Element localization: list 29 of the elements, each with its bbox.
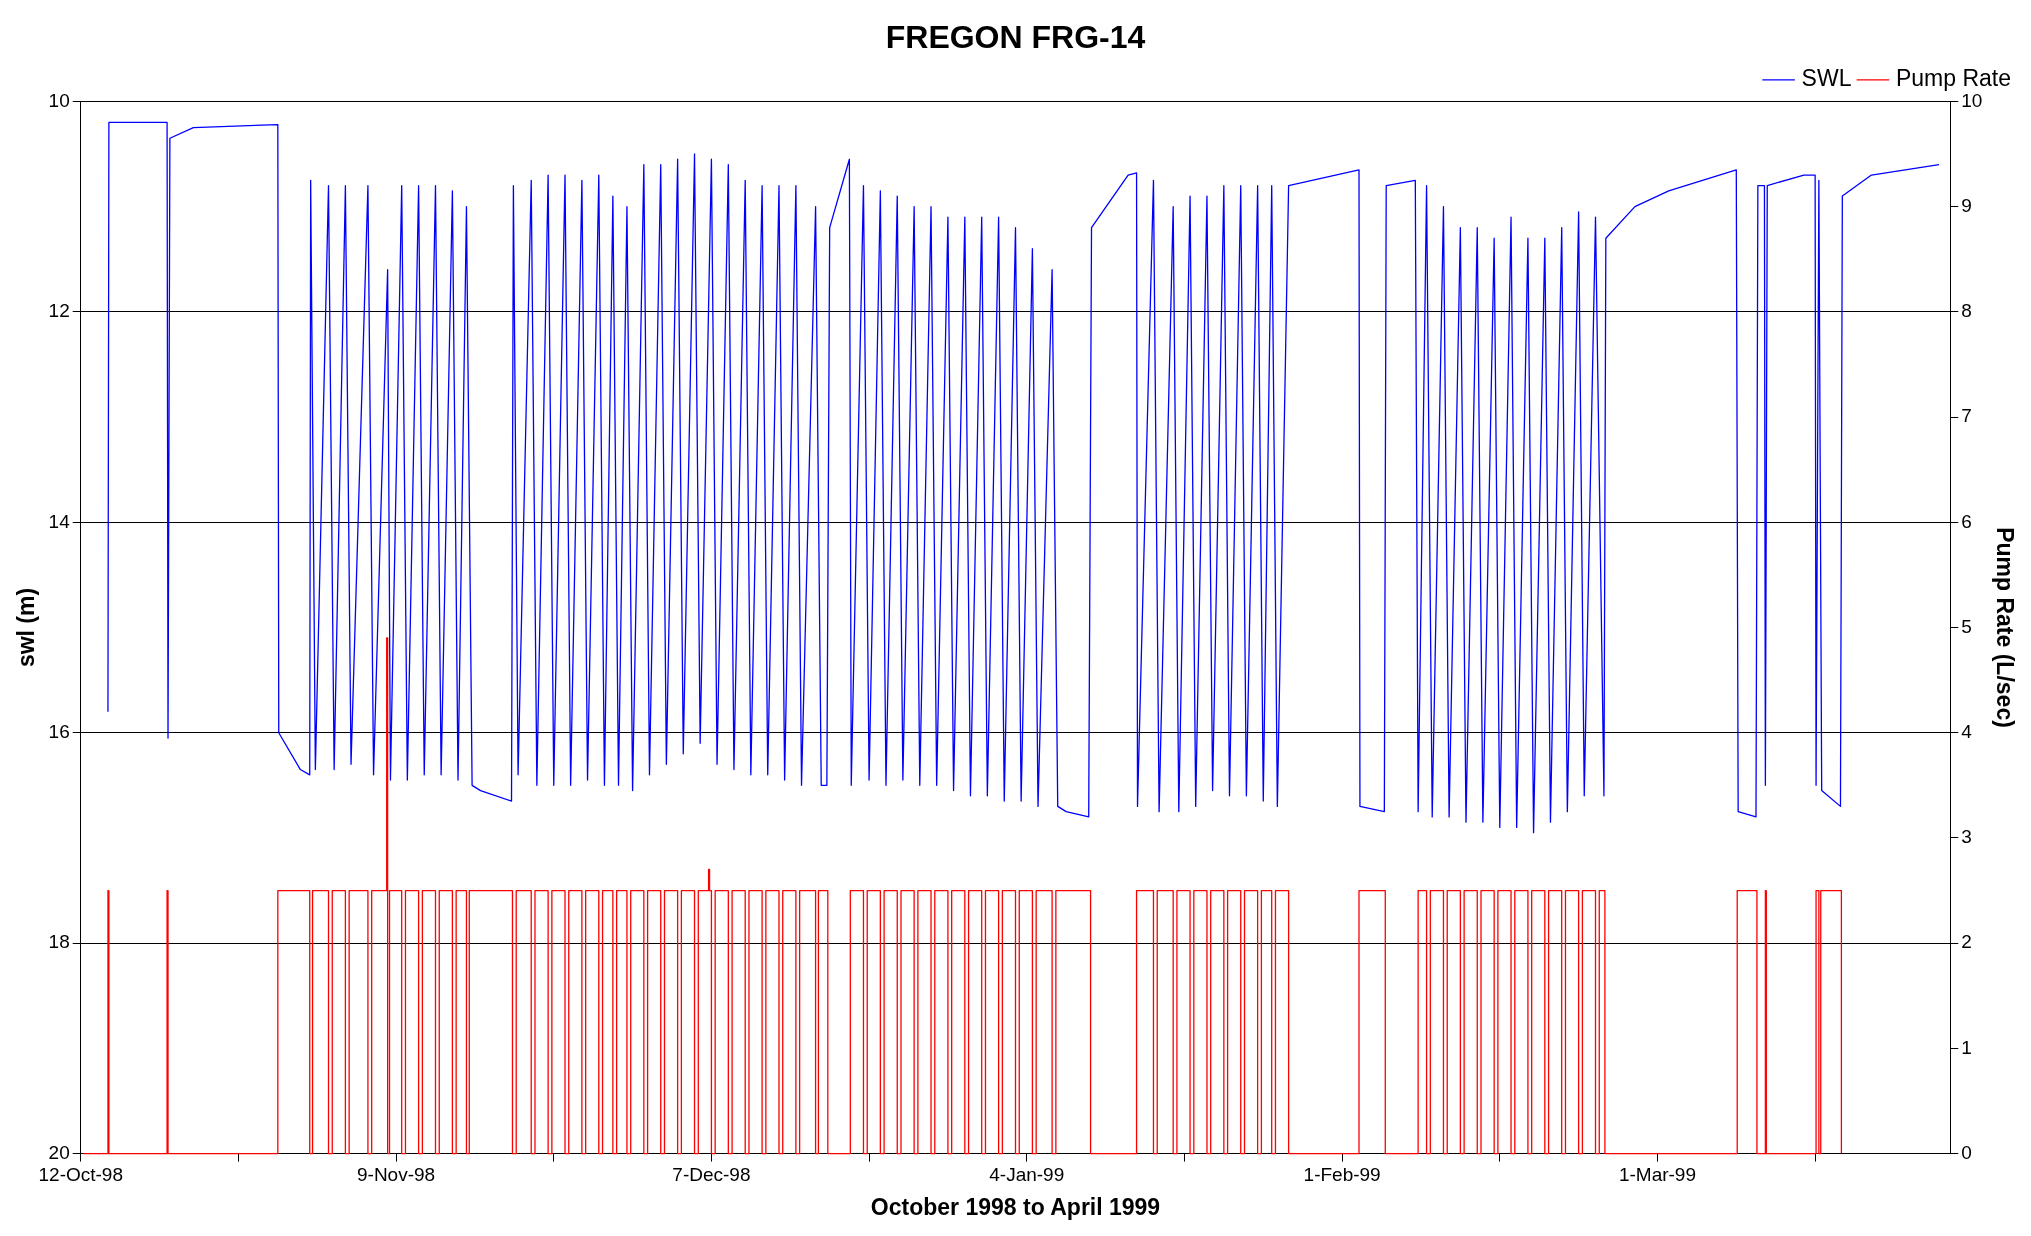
x-tick-label: 7-Dec-98 xyxy=(672,1164,751,1186)
y-tick-label: 12 xyxy=(48,300,70,322)
y2-tick-label: 5 xyxy=(1961,615,1972,637)
y2-tick-label: 0 xyxy=(1961,1141,1972,1163)
y2-tick-label: 8 xyxy=(1961,300,1972,322)
y2-axis-title: Pump Rate (L/sec) xyxy=(1991,527,2018,728)
y-tick-label: 18 xyxy=(48,931,70,953)
legend-label: SWL xyxy=(1801,65,1852,92)
y-axis-title: swl (m) xyxy=(13,587,40,668)
y2-tick-label: 1 xyxy=(1961,1036,1972,1058)
y-tick-label: 16 xyxy=(48,720,70,742)
x-tick-label: 1-Feb-99 xyxy=(1303,1164,1381,1186)
y2-tick-label: 3 xyxy=(1961,826,1972,848)
x-tick-label: 9-Nov-98 xyxy=(357,1164,436,1186)
x-tick-label: 1-Mar-99 xyxy=(1618,1164,1696,1186)
y2-tick-label: 2 xyxy=(1961,931,1972,953)
y-tick-label: 10 xyxy=(48,89,70,111)
x-axis-title: October 1998 to April 1999 xyxy=(870,1193,1161,1220)
y2-tick-label: 7 xyxy=(1961,405,1972,427)
y2-tick-label: 4 xyxy=(1961,720,1973,742)
y-tick-label: 14 xyxy=(48,510,71,532)
chart-title: FREGON FRG-14 xyxy=(885,19,1146,56)
y-tick-label: 20 xyxy=(48,1141,70,1163)
x-tick-label: 4-Jan-99 xyxy=(989,1164,1065,1186)
x-tick-label: 12-Oct-98 xyxy=(38,1164,123,1186)
legend-label: Pump Rate xyxy=(1895,65,2012,92)
y2-tick-label: 6 xyxy=(1961,510,1972,532)
y2-tick-label: 10 xyxy=(1961,89,1983,111)
y2-tick-label: 9 xyxy=(1961,194,1972,216)
